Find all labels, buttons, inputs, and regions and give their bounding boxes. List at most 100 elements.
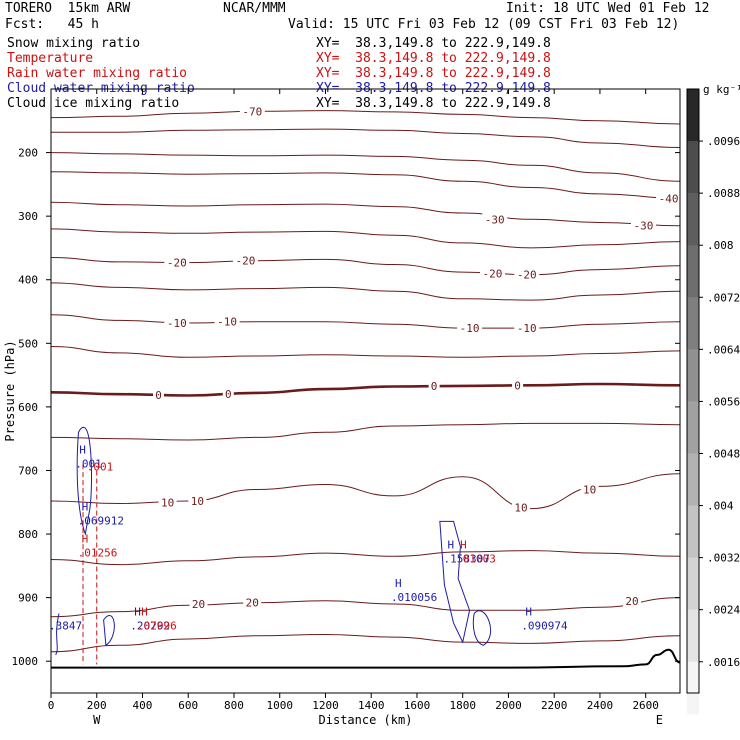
extremum-mark: H	[395, 577, 402, 590]
colorbar-segment	[687, 609, 699, 663]
colorbar-tick-label: .0088	[707, 187, 740, 200]
colorbar-tick-label: .0064	[707, 343, 740, 356]
y-tick-label: 500	[18, 337, 38, 350]
contour-label: -30	[633, 220, 653, 233]
extrema-labels: H.001.001H.069912H.01256.3847H.20792H.02…	[49, 443, 568, 632]
contour-label: -10	[517, 322, 537, 335]
extremum-value: .010056	[391, 591, 437, 604]
x-tick-label: 1200	[312, 699, 339, 712]
temperature-contour-m5	[50, 346, 681, 358]
hydrometeor-contours	[55, 426, 492, 665]
colorbar-tick-label: .008	[707, 239, 734, 252]
temperature-contour-m20	[50, 257, 681, 276]
cloud-water-contour	[472, 610, 492, 646]
field-cloudwater-name: Cloud water mixing ratio	[7, 81, 195, 96]
x-tick-label: 2400	[587, 699, 614, 712]
contour-label-bg	[164, 256, 190, 269]
plot-frame	[50, 88, 681, 694]
temperature-contour-m25	[50, 228, 681, 249]
x-tick-label: 800	[224, 699, 244, 712]
extremum-value: .001	[75, 457, 102, 470]
cloud-water-contour	[76, 426, 92, 536]
contour-label-bg	[580, 483, 599, 496]
contour-label: 20	[625, 595, 638, 608]
x-tick-label: 1800	[449, 699, 476, 712]
contour-label-bg	[243, 596, 262, 609]
contour-label: -20	[517, 269, 537, 282]
contour-label-bg	[239, 105, 265, 118]
x-tick-label: 2200	[541, 699, 568, 712]
field-snow-name: Snow mixing ratio	[7, 36, 141, 51]
x-tick-label: 2600	[632, 699, 659, 712]
org-label: NCAR/MMM	[223, 1, 286, 16]
contour-label-bg	[158, 496, 177, 509]
temperature-contour-m30	[50, 201, 681, 227]
temperature-contour-m15	[50, 282, 681, 301]
contour-label-bg	[656, 192, 682, 205]
init-time: Init: 18 UTC Wed 01 Feb 12	[506, 1, 710, 16]
contour-label: 20	[192, 598, 205, 611]
colorbar-tick-label: .0048	[707, 447, 740, 460]
contour-label: 0	[431, 380, 438, 393]
contour-label: 10	[514, 501, 527, 514]
temperature-contour-20	[50, 597, 681, 618]
contour-label-bg	[514, 322, 540, 335]
extremum-value: .02096	[137, 619, 177, 632]
contour-labels: -70 -40 -30 -30 -20 -20 -20 -20 -10 -10 -10 -10 0 0 0 0…	[153, 105, 682, 611]
extremum-value: .3847	[49, 619, 82, 632]
extremum-mark: H	[134, 605, 141, 618]
temperature-contour-m60	[51, 128, 681, 148]
terrain-surface	[50, 648, 681, 669]
contour-label: -20	[235, 255, 255, 268]
y-tick-label: 600	[18, 401, 38, 414]
contour-label-bg	[164, 316, 190, 329]
contour-label: -30	[485, 213, 505, 226]
contour-label-bg	[630, 219, 656, 232]
colorbar-segment	[687, 193, 699, 246]
contour-label: -10	[460, 322, 480, 335]
colorbar-tick-label: .004	[707, 500, 734, 513]
contour-label-bg	[232, 254, 258, 267]
colorbar-segment	[687, 505, 699, 559]
contour-label-bg	[457, 322, 483, 335]
y-axis-title: Pressure (hPa)	[3, 340, 17, 441]
x-tick-label: 1000	[266, 699, 293, 712]
temperature-contours	[50, 110, 681, 653]
contour-label-bg	[153, 388, 165, 401]
field-temperature-name: Temperature	[7, 51, 94, 66]
extremum-value: .20792	[130, 619, 170, 632]
x-tick-label: 1400	[358, 699, 385, 712]
contour-label: 0	[155, 389, 162, 402]
contour-label-bg	[222, 388, 234, 401]
extremum-mark: H	[448, 539, 455, 552]
field-cloudice-xy: XY= 38.3,149.8 to 222.9,149.8	[316, 96, 551, 111]
contour-label: -10	[217, 316, 237, 329]
y-tick-label: 400	[18, 274, 38, 287]
colorbar-tick-label: .0024	[707, 604, 740, 617]
extremum-value: .069912	[78, 515, 124, 528]
extremum-mark: H	[82, 532, 89, 545]
extremum-mark: H	[141, 605, 148, 618]
x-axis: 0 200 400 600 800 1000 1200 1400 1600 1800 2000 220…	[48, 89, 659, 712]
extremum-value: .090974	[521, 619, 568, 632]
field-rain-xy: XY= 38.3,149.8 to 222.9,149.8	[316, 66, 551, 81]
colorbar: .0096 .0088 .008 .0072 .0064 .0056 .0048 .004 .0…	[686, 88, 740, 715]
contour-label-bg	[514, 268, 540, 281]
colorbar-segment	[687, 89, 699, 142]
colorbar-segment	[687, 297, 699, 350]
temperature-contour-m50	[50, 152, 681, 182]
temperature-contour-m10	[50, 314, 681, 329]
contour-label: 10	[583, 484, 596, 497]
x-tick-label: 200	[87, 699, 107, 712]
colorbar-segment	[687, 453, 699, 507]
colorbar-tick-label: .0072	[707, 291, 740, 304]
temperature-contour-15	[50, 550, 681, 566]
y-tick-label: 1000	[12, 655, 39, 668]
colorbar-segment	[687, 245, 699, 298]
contour-label: 10	[161, 496, 174, 509]
cloud-water-contour	[55, 613, 60, 656]
extremum-mark: H	[525, 605, 532, 618]
contour-label-bg	[482, 213, 508, 226]
